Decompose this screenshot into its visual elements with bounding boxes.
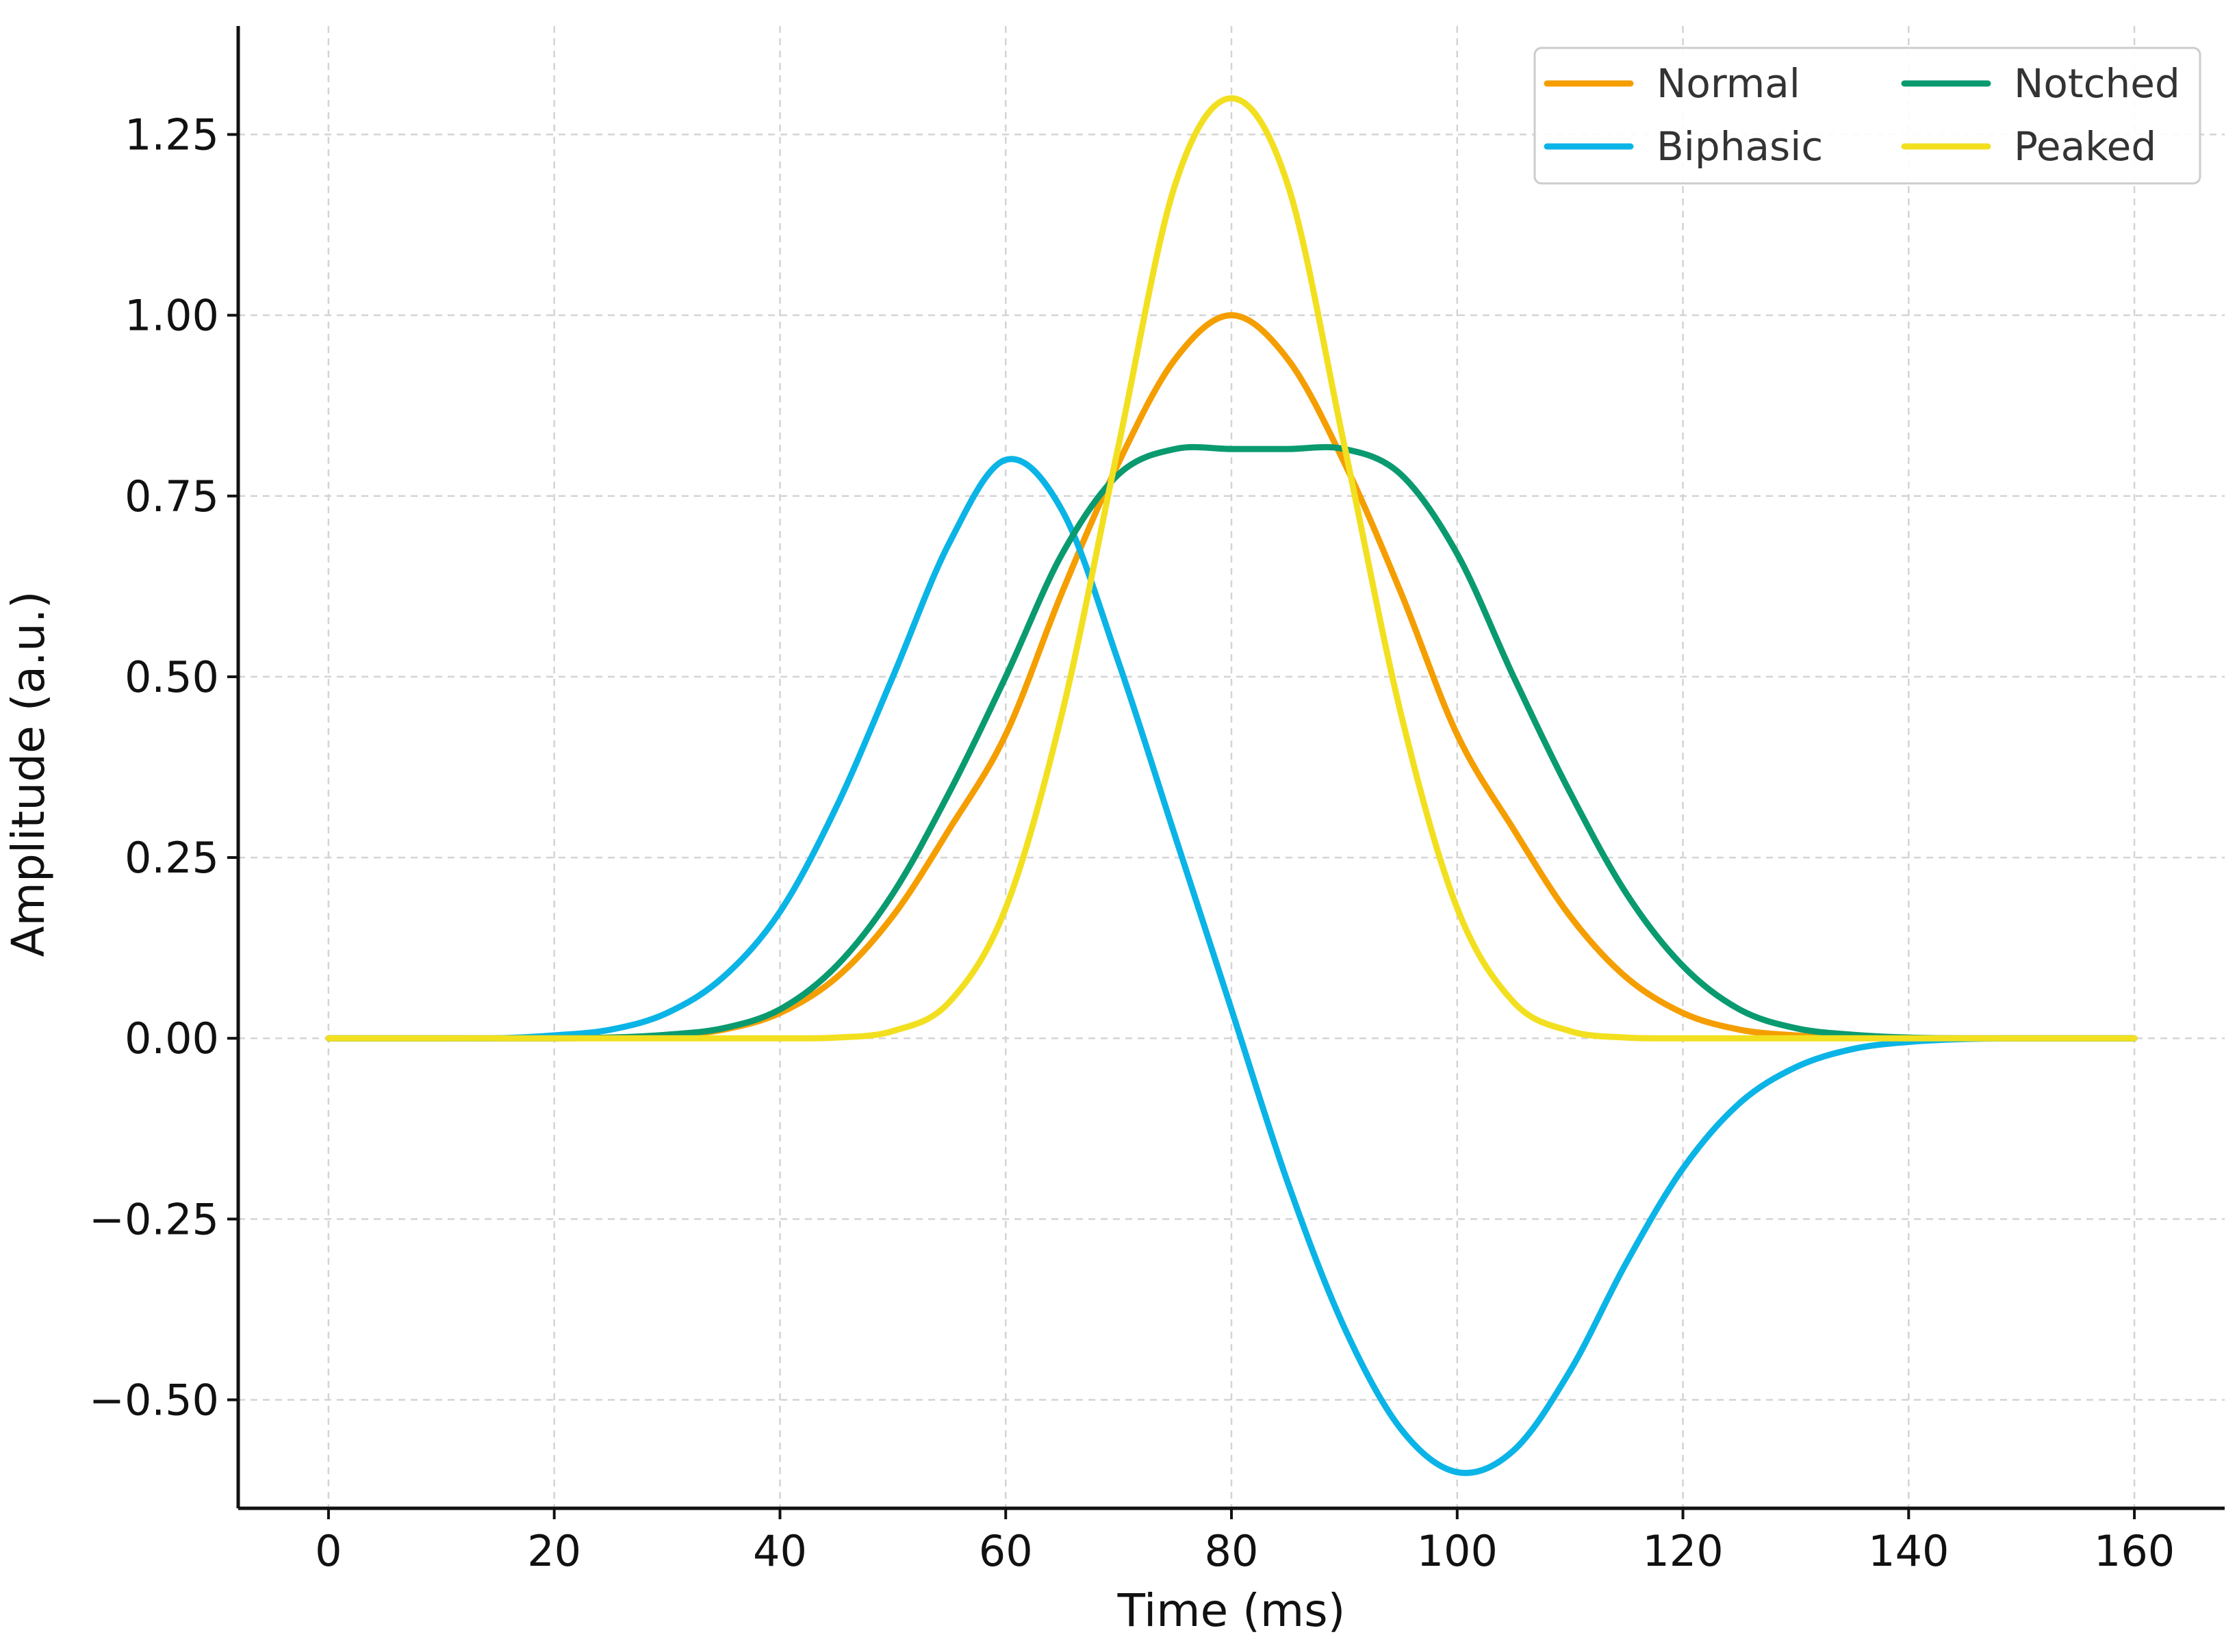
grid (238, 26, 2225, 1508)
legend-box (1533, 47, 2201, 185)
x-tick-label: 140 (1868, 1526, 1949, 1576)
series-lines (325, 95, 2138, 1476)
series-line-biphasic (325, 456, 2138, 1476)
y-tick-label: 1.00 (125, 291, 219, 341)
legend-label-peaked: Peaked (2014, 123, 2156, 170)
y-tick-label: 1.25 (125, 109, 219, 159)
x-tick-label: 0 (315, 1526, 342, 1576)
y-tick-label: 0.75 (125, 472, 219, 521)
y-tick-label: 0.00 (125, 1014, 219, 1063)
y-tick-label: −0.25 (89, 1194, 219, 1244)
legend: Normal Biphasic Notched Peaked (1533, 47, 2201, 185)
legend-label-notched: Notched (2014, 60, 2180, 107)
x-tick-label: 160 (2094, 1526, 2175, 1576)
legend-items: Normal Biphasic Notched Peaked (1544, 60, 2180, 170)
series-line-peaked (325, 95, 2138, 1042)
series-line-notched (325, 443, 2138, 1042)
y-tick-label: 0.25 (125, 833, 219, 883)
y-tick-label: 0.50 (125, 652, 219, 702)
x-tick-label: 60 (979, 1526, 1033, 1576)
legend-label-normal: Normal (1657, 60, 1800, 107)
x-tick-label: 40 (753, 1526, 807, 1576)
x-tick-label: 80 (1205, 1526, 1259, 1576)
x-tick-label: 20 (527, 1526, 581, 1576)
x-tick-label: 120 (1642, 1526, 1723, 1576)
ticks: 0 20 40 60 80 100 120 140 160 −0.50 −0.25 0.00 0.25 0… (89, 109, 2175, 1576)
y-axis-title: Amplitude (a.u.) (2, 591, 55, 957)
legend-label-biphasic: Biphasic (1657, 123, 1823, 170)
y-tick-label: −0.50 (89, 1376, 219, 1425)
x-tick-label: 100 (1417, 1526, 1498, 1576)
x-axis-title: Time (ms) (1117, 1584, 1346, 1637)
